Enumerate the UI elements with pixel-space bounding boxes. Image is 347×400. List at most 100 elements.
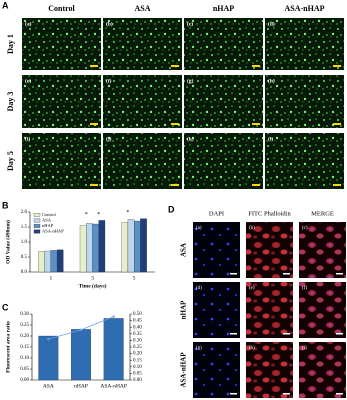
image-label: (k) bbox=[187, 135, 194, 142]
y2-tick-label: 0.15 bbox=[133, 358, 142, 363]
legend-label: Control bbox=[42, 212, 57, 217]
significance-mark: * bbox=[97, 212, 100, 218]
row-header: Day 3 bbox=[6, 92, 15, 112]
micrograph bbox=[184, 18, 263, 70]
row-header: ASA-nHAP bbox=[180, 352, 188, 388]
bar bbox=[127, 219, 135, 273]
micrograph bbox=[265, 18, 344, 70]
legend-swatch bbox=[33, 218, 41, 223]
scale-bar bbox=[90, 184, 98, 186]
scale-bar bbox=[333, 65, 341, 67]
y2-tick-label: 0.05 bbox=[133, 372, 142, 377]
image-label: (e) bbox=[25, 77, 31, 84]
image-label: (f) bbox=[106, 77, 112, 84]
legend-label: ASA-nHAP bbox=[42, 229, 64, 234]
bar bbox=[86, 223, 93, 273]
micrograph bbox=[246, 342, 293, 398]
y-tick-label: 0.20 bbox=[20, 334, 29, 339]
bar bbox=[79, 225, 87, 273]
scale-bar bbox=[336, 333, 343, 335]
micrograph bbox=[265, 133, 344, 189]
image-label: (g) bbox=[187, 77, 194, 84]
scale-bar bbox=[171, 184, 179, 186]
y-axis-label: Fluorescent area ratio bbox=[5, 321, 11, 373]
image-label: (c) bbox=[302, 226, 308, 231]
image-label: (e) bbox=[249, 286, 255, 291]
y2-tick-label: 0.35 bbox=[133, 332, 142, 337]
y-tick-label: 0.5 bbox=[21, 255, 28, 260]
micrograph bbox=[103, 75, 182, 128]
image-label: (b) bbox=[249, 226, 255, 231]
micrograph bbox=[193, 282, 240, 338]
scale-bar bbox=[171, 123, 179, 125]
scale-bar bbox=[283, 393, 290, 395]
column-header: MERGE bbox=[311, 210, 334, 217]
y2-tick-label: 0.50 bbox=[133, 312, 142, 317]
image-label: (j) bbox=[106, 135, 112, 142]
bar bbox=[134, 220, 141, 273]
scale-bar bbox=[252, 123, 260, 125]
micrograph bbox=[184, 75, 263, 128]
bar bbox=[38, 251, 45, 273]
line-point bbox=[79, 328, 83, 332]
bar bbox=[71, 329, 91, 381]
column-header: nHAP bbox=[213, 4, 234, 13]
micrograph bbox=[265, 75, 344, 128]
scale-bar bbox=[333, 123, 341, 125]
image-label: (a) bbox=[196, 226, 202, 231]
row-header: Day 1 bbox=[6, 34, 15, 54]
image-label: (d) bbox=[196, 286, 202, 291]
scale-bar bbox=[230, 333, 237, 335]
image-label: (a) bbox=[25, 20, 32, 27]
panel-letter: C bbox=[2, 302, 9, 312]
scale-bar bbox=[90, 65, 98, 67]
y-tick-label: 1.0 bbox=[21, 240, 28, 245]
column-header: ASA bbox=[134, 4, 150, 13]
line-point bbox=[112, 315, 115, 318]
legend-swatch bbox=[33, 229, 41, 234]
micrograph bbox=[246, 282, 293, 338]
micrograph bbox=[299, 282, 346, 338]
panel-letter: D bbox=[168, 204, 175, 214]
panel-letter: B bbox=[2, 200, 9, 210]
y2-tick-label: 0.10 bbox=[133, 365, 142, 370]
bar bbox=[103, 318, 124, 381]
micrograph bbox=[299, 222, 346, 278]
column-header: Control bbox=[48, 4, 75, 13]
row-header: ASA bbox=[180, 243, 188, 257]
micrograph bbox=[22, 18, 101, 70]
line-point bbox=[47, 337, 50, 341]
scale-bar bbox=[336, 273, 343, 275]
bar bbox=[38, 335, 59, 381]
micrograph bbox=[103, 18, 182, 70]
y-tick-label: 0.10 bbox=[20, 356, 29, 361]
y-tick-label: 2.0 bbox=[21, 210, 28, 215]
row-header: Day 5 bbox=[6, 151, 15, 171]
micrograph bbox=[299, 342, 346, 398]
y2-tick-label: 0.20 bbox=[133, 352, 142, 357]
x-tick-label: ASA-nHAP bbox=[100, 383, 127, 389]
scale-bar bbox=[283, 273, 290, 275]
y-tick-label: 0.05 bbox=[20, 367, 29, 372]
column-header: FITC Phalloidin bbox=[248, 210, 291, 217]
x-tick-label: 5 bbox=[133, 275, 136, 281]
x-tick-label: 3 bbox=[91, 275, 94, 281]
image-label: (l) bbox=[268, 135, 273, 142]
x-tick-label: nHAP bbox=[74, 383, 88, 389]
micrograph bbox=[193, 342, 240, 398]
column-header: DAPI bbox=[209, 210, 224, 217]
y2-tick-label: 0.30 bbox=[133, 339, 142, 344]
scale-bar bbox=[283, 333, 290, 335]
scale-bar bbox=[252, 184, 260, 186]
bar bbox=[121, 222, 129, 273]
image-label: (g) bbox=[196, 346, 202, 351]
image-label: (c) bbox=[187, 20, 193, 27]
scale-bar bbox=[336, 393, 343, 395]
bar bbox=[140, 218, 147, 273]
y2-tick-label: 0.25 bbox=[133, 345, 142, 350]
bar bbox=[98, 220, 106, 273]
x-axis-label: Time (days) bbox=[79, 282, 107, 289]
bar bbox=[50, 250, 58, 273]
scale-bar bbox=[230, 393, 237, 395]
